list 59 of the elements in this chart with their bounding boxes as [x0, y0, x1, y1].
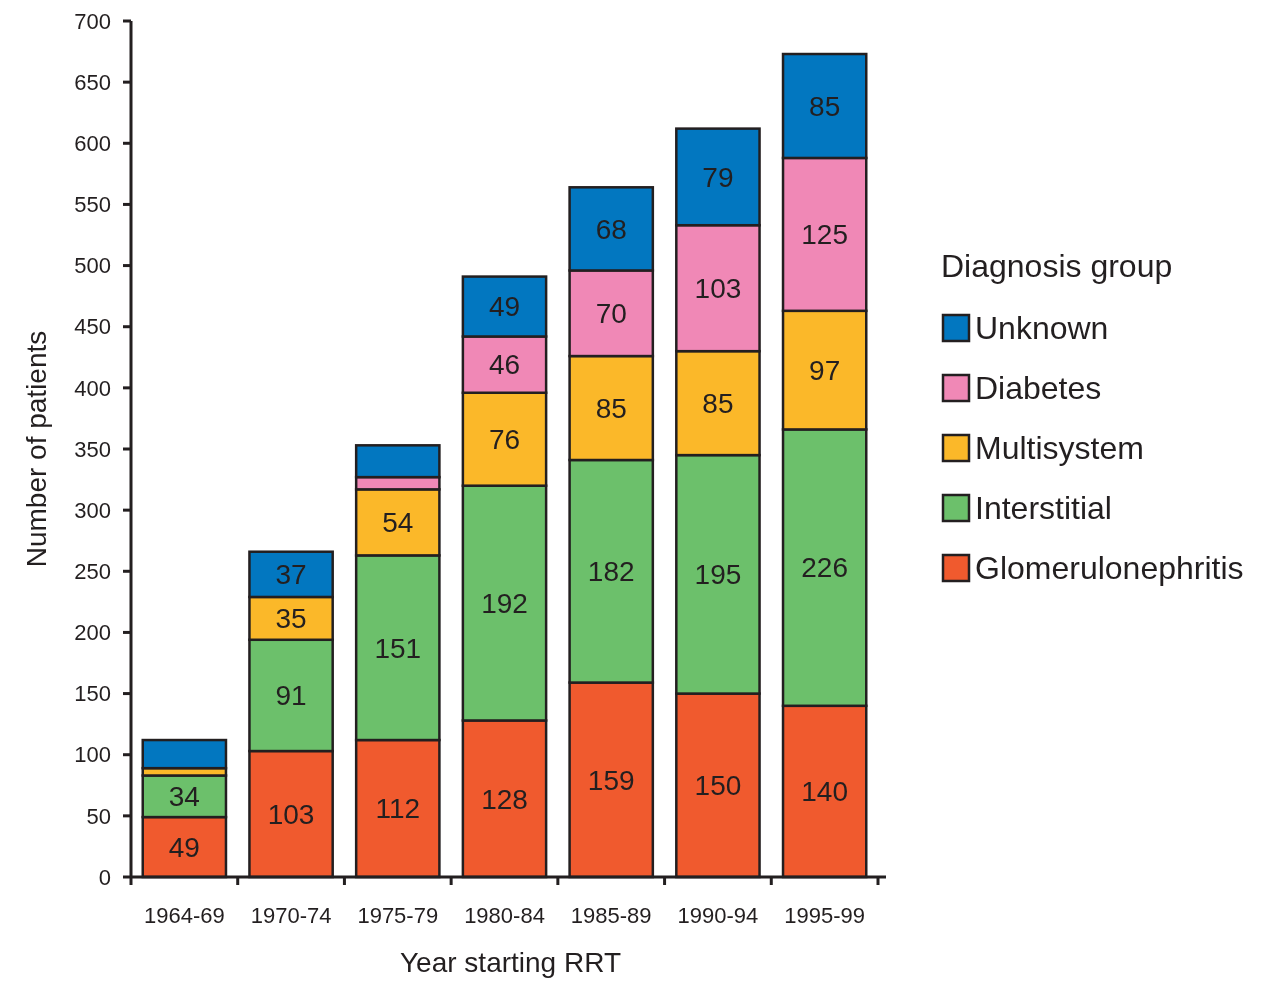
data-label: 91: [275, 680, 307, 712]
data-label: 112: [375, 793, 421, 825]
data-label: 54: [382, 507, 414, 539]
data-label: 151: [374, 632, 422, 664]
y-tick-label: 250: [74, 558, 111, 584]
y-tick-label: 300: [74, 497, 111, 523]
data-label: 46: [488, 349, 521, 381]
y-tick-label: 500: [74, 253, 111, 279]
data-label: 192: [481, 587, 528, 619]
data-label: 85: [595, 392, 627, 424]
x-tick-label: 1990-94: [677, 903, 759, 928]
data-label: 182: [587, 556, 635, 588]
x-tick-label: 1964-69: [143, 903, 225, 928]
legend-label: Interstitial: [975, 490, 1112, 527]
y-tick-label: 100: [74, 742, 111, 768]
y-tick-label: 0: [98, 864, 111, 890]
data-label: 85: [702, 387, 734, 419]
data-label: 195: [694, 559, 742, 591]
data-label: 70: [595, 298, 627, 330]
data-label: 128: [481, 783, 528, 815]
legend-title: Diagnosis group: [941, 248, 1173, 285]
data-label: 85: [809, 90, 841, 122]
legend-label: Diabetes: [975, 370, 1102, 407]
data-label: 103: [267, 798, 315, 830]
data-label: 103: [694, 272, 742, 304]
data-label: 34: [168, 781, 200, 813]
data-label: 76: [488, 424, 521, 456]
x-tick-label: 1975-79: [357, 903, 439, 928]
y-tick-label: 350: [74, 436, 111, 462]
y-axis-title: Number of patients: [21, 330, 52, 568]
x-axis-title: Year starting RRT: [400, 947, 621, 978]
y-tick-label: 600: [74, 130, 111, 156]
data-label: 35: [275, 603, 307, 635]
data-label: 97: [809, 354, 841, 386]
y-tick-label: 50: [86, 803, 111, 829]
y-tick-label: 650: [74, 69, 111, 95]
y-tick-label: 150: [74, 681, 111, 707]
legend-label: Unknown: [975, 310, 1109, 347]
y-tick-label: 400: [74, 375, 111, 401]
data-label: 140: [801, 776, 848, 808]
data-label: 79: [702, 161, 734, 193]
x-tick-label: 1980-84: [464, 903, 545, 928]
x-tick-label: 1995-99: [784, 903, 866, 928]
data-label: 37: [275, 559, 307, 591]
data-label: 49: [488, 291, 521, 323]
y-tick-label: 450: [74, 314, 111, 340]
x-tick-label: 1970-74: [250, 903, 332, 928]
data-label: 159: [587, 764, 635, 796]
y-tick-label: 700: [74, 8, 111, 34]
data-label: 68: [595, 213, 627, 245]
data-label: 125: [801, 219, 848, 251]
legend-label: Glomerulonephritis: [975, 550, 1244, 587]
y-tick-label: 550: [74, 192, 111, 218]
y-tick-label: 200: [74, 620, 111, 646]
data-label: 226: [801, 552, 848, 584]
data-label: 49: [168, 831, 200, 863]
x-tick-label: 1985-89: [570, 903, 652, 928]
legend-label: Multisystem: [975, 430, 1144, 467]
data-label: 150: [694, 770, 742, 802]
